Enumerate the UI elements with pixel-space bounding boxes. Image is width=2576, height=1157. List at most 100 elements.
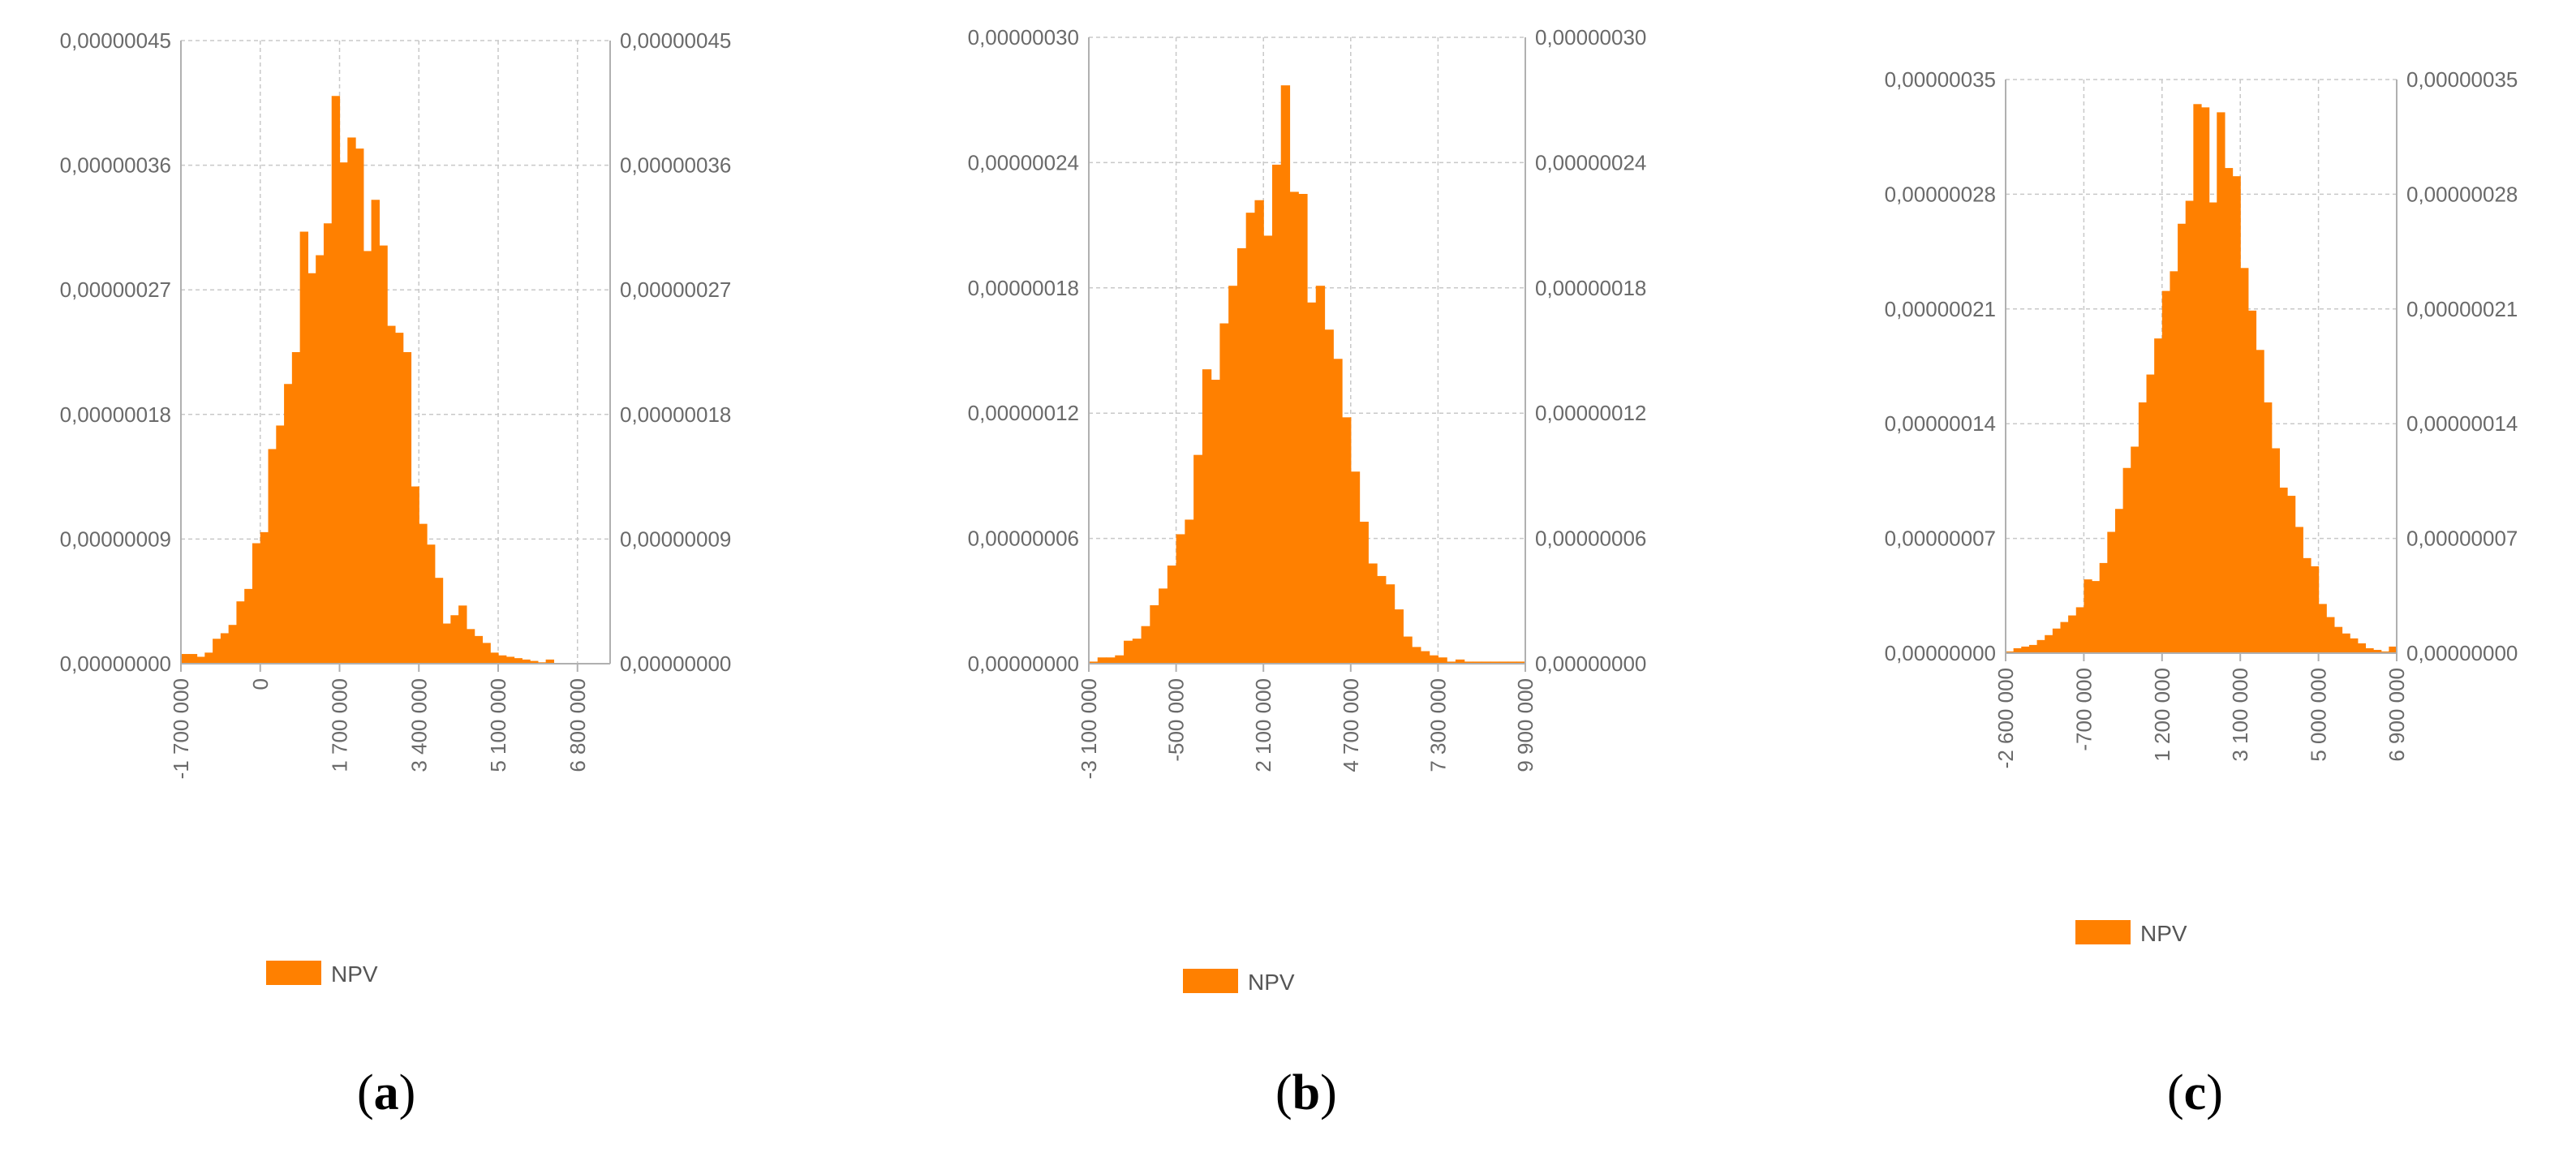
histogram-bar xyxy=(1342,417,1352,664)
histogram-bar xyxy=(2013,647,2022,653)
histogram-bar xyxy=(2232,176,2241,653)
histogram-bar xyxy=(1447,661,1456,664)
histogram-bar xyxy=(514,658,523,664)
histogram-bar xyxy=(1516,661,1526,664)
histogram-bar xyxy=(2217,112,2226,653)
histogram-bar xyxy=(1350,471,1361,664)
y-tick-label-right: 0,00000006 xyxy=(1535,527,1646,551)
histogram-bar xyxy=(394,333,404,664)
histogram-bar xyxy=(1473,661,1482,664)
histogram-bar xyxy=(2021,646,2030,653)
y-tick-label-left: 0,00000000 xyxy=(60,652,171,676)
histogram-bar xyxy=(2006,651,2015,653)
histogram-bar xyxy=(1245,213,1256,664)
histogram-bar xyxy=(228,625,238,664)
legend-label: NPV xyxy=(1248,970,1295,995)
histogram-bar xyxy=(1412,647,1421,664)
histogram-bar xyxy=(276,425,285,664)
histogram-b: 0,00000000 0,00000000 0,00000006 0,00000006… xyxy=(968,25,1647,995)
caption-b: (b) xyxy=(1275,1065,1337,1122)
y-tick-label-left: 0,00000006 xyxy=(968,527,1079,551)
histogram-bar xyxy=(1271,164,1282,664)
histogram-bar xyxy=(2075,607,2084,653)
histogram-bar xyxy=(1315,286,1326,664)
histogram-bar xyxy=(1464,661,1474,664)
histogram-bar xyxy=(2318,604,2327,653)
histogram-bar xyxy=(1420,651,1430,664)
y-tick-label-right: 0,00000035 xyxy=(2406,67,2518,92)
legend-label: NPV xyxy=(331,961,378,987)
x-tick-label: -2 600 000 xyxy=(1993,668,2018,768)
histogram-bar xyxy=(339,162,348,665)
x-tick-label: 7 300 000 xyxy=(1426,678,1450,772)
x-tick-label: 1 700 000 xyxy=(328,678,352,772)
histogram-bar xyxy=(2287,496,2296,653)
histogram-bar xyxy=(2247,310,2257,653)
histogram-bar xyxy=(188,654,198,664)
histogram-bar xyxy=(244,588,253,664)
histogram-bar xyxy=(2028,644,2038,653)
histogram-bar xyxy=(1202,369,1212,664)
histogram-bar xyxy=(371,200,380,664)
histogram-bar xyxy=(2365,647,2374,653)
histogram-bar xyxy=(1333,359,1343,664)
y-tick-label-left: 0,00000018 xyxy=(968,276,1079,300)
histogram-c: 0,00000000 0,00000000 0,00000007 0,00000007… xyxy=(1885,67,2518,946)
y-tick-label-right: 0,00000000 xyxy=(2406,641,2518,665)
histogram-bar xyxy=(2138,402,2148,653)
histogram-bar xyxy=(1176,534,1185,664)
histogram-bar xyxy=(363,251,372,664)
histogram-bar xyxy=(2114,509,2124,653)
x-tick-label: 9 900 000 xyxy=(1513,678,1537,772)
y-tick-label-right: 0,00000000 xyxy=(620,652,731,676)
histogram-bar xyxy=(268,449,277,664)
caption-c: (c) xyxy=(2167,1065,2223,1122)
histogram-bar xyxy=(1185,519,1194,664)
histogram-bar xyxy=(291,352,301,664)
histogram-bar xyxy=(2045,634,2053,653)
histogram-bar xyxy=(530,660,539,664)
histogram-bar xyxy=(1359,522,1369,664)
histogram-bar xyxy=(2326,617,2335,653)
histogram-bar xyxy=(427,544,436,664)
histogram-bar xyxy=(419,523,428,664)
histogram-bar xyxy=(1132,639,1142,664)
x-tick-label: -3 100 000 xyxy=(1077,678,1101,779)
histogram-bar xyxy=(458,605,467,664)
histogram-bar xyxy=(252,543,261,664)
histogram-bar xyxy=(450,615,459,664)
histogram-bar xyxy=(387,325,396,664)
histogram-bar xyxy=(213,639,221,664)
x-tick-label: 3 100 000 xyxy=(2228,668,2252,762)
histogram-bar xyxy=(466,629,475,664)
histogram-bar xyxy=(442,623,451,664)
histogram-bar xyxy=(347,137,356,664)
histogram-bar xyxy=(196,656,205,664)
histogram-bar xyxy=(2380,651,2389,653)
y-tick-label-left: 0,00000035 xyxy=(1885,67,1996,92)
histogram-bar xyxy=(1254,200,1264,665)
histogram-bar xyxy=(1219,323,1229,664)
y-tick-label-right: 0,00000014 xyxy=(2406,411,2518,436)
y-tick-label-left: 0,00000030 xyxy=(968,25,1079,49)
caption-c-close: ) xyxy=(2206,1065,2223,1120)
y-tick-label-left: 0,00000000 xyxy=(1885,641,1996,665)
y-tick-label-right: 0,00000012 xyxy=(1535,401,1646,425)
histogram-bar xyxy=(299,231,308,664)
histogram-bar xyxy=(1124,640,1133,664)
histogram-bar xyxy=(1097,657,1107,664)
x-tick-label: 6 900 000 xyxy=(2385,668,2409,762)
histogram-bar xyxy=(522,659,531,664)
histogram-bar xyxy=(2342,633,2350,653)
caption-a: (a) xyxy=(357,1065,415,1122)
histogram-bar xyxy=(355,148,364,664)
histogram-bar xyxy=(1385,584,1396,664)
y-tick-label-left: 0,00000021 xyxy=(1885,297,1996,321)
histogram-bar xyxy=(490,652,499,664)
caption-a-letter: a xyxy=(373,1065,399,1120)
histogram-bar xyxy=(1377,575,1387,664)
x-tick-label: 3 400 000 xyxy=(406,678,431,772)
histogram-bar xyxy=(316,255,325,664)
histogram-bar xyxy=(1150,604,1159,664)
